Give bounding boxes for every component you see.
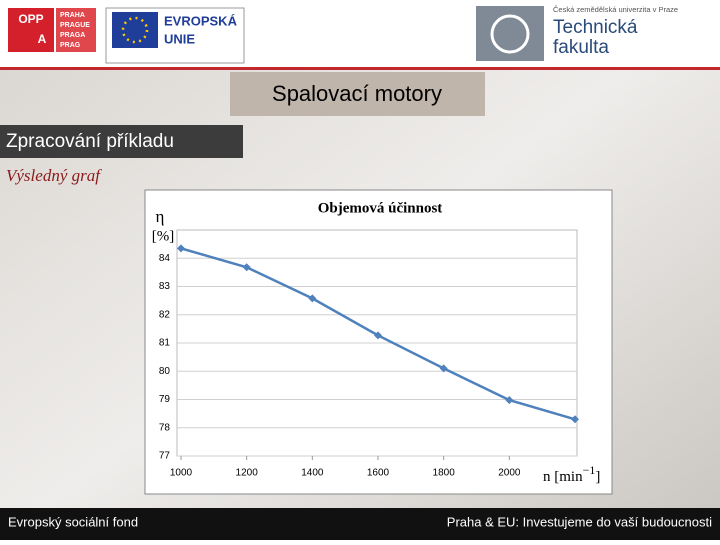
data-point	[505, 396, 514, 405]
x-tick-label: 1200	[236, 468, 259, 479]
uni-emblem-ring	[490, 14, 530, 54]
oppa-city: PRAG	[60, 42, 81, 49]
eu-text: UNIE	[164, 31, 195, 46]
y-tick-label: 84	[159, 253, 171, 264]
x-tick-label: 2000	[498, 468, 521, 479]
section-title: Zpracování příkladu	[6, 131, 174, 152]
x-label-sup: −1	[583, 463, 596, 477]
x-tick-label: 1400	[301, 468, 324, 479]
oppa-text: OPP	[18, 12, 43, 26]
y-tick-label: 82	[159, 309, 171, 320]
y-tick-label: 78	[159, 422, 171, 433]
title-box	[230, 72, 485, 116]
eu-stars	[121, 16, 149, 44]
slide-title: Spalovací motory	[272, 81, 442, 106]
footer	[0, 508, 720, 540]
x-axis-label: n [min−1]	[543, 463, 600, 486]
oppa-city-box	[56, 8, 96, 52]
plot: 77 78 79 80 81 82 83 84 1000 1200 1400 1600 1800 2000	[159, 229, 579, 479]
x-label-end: ]	[595, 469, 600, 485]
y-tick-label: 81	[159, 338, 171, 349]
oppa-city: PRAGUE	[60, 22, 90, 29]
x-tick-label: 1600	[367, 468, 390, 479]
section-box	[0, 125, 243, 158]
eu-flag	[112, 12, 158, 48]
oppa-city: PRAHA	[60, 12, 85, 19]
y-tick-label: 77	[159, 451, 171, 462]
subtitle: Výsledný graf	[6, 166, 102, 185]
data-point	[439, 364, 448, 373]
chart-title: Objemová účinnost	[318, 200, 443, 216]
footer-right: Praha & EU: Investujeme do vaší budoucno…	[447, 514, 712, 529]
data-point	[374, 331, 382, 340]
oppa-logo	[8, 8, 54, 52]
data-point	[242, 263, 251, 272]
y-tick-label: 79	[159, 394, 171, 405]
oppa-text: A	[38, 32, 47, 46]
eu-text: EVROPSKÁ	[164, 13, 238, 28]
uni-name: Technická	[553, 17, 638, 38]
y-axis-unit: [%]	[152, 228, 175, 244]
data-point	[177, 244, 185, 253]
oppa-city: PRAGA	[60, 32, 85, 39]
y-tick-label: 80	[159, 366, 171, 377]
header-rule	[0, 67, 720, 70]
x-label-text: n [min	[543, 469, 583, 485]
x-tick-label: 1800	[433, 468, 456, 479]
uni-small: Česká zemědělská univerzita v Praze	[553, 5, 678, 14]
uni-name: fakulta	[553, 37, 609, 58]
y-tick-label: 83	[159, 281, 171, 292]
chart-area	[144, 189, 613, 495]
y-axis-label: η	[156, 207, 165, 226]
x-tick-label: 1000	[170, 468, 193, 479]
footer-left: Evropský sociální fond	[8, 514, 138, 529]
data-point	[571, 415, 579, 424]
data-point	[308, 294, 317, 303]
